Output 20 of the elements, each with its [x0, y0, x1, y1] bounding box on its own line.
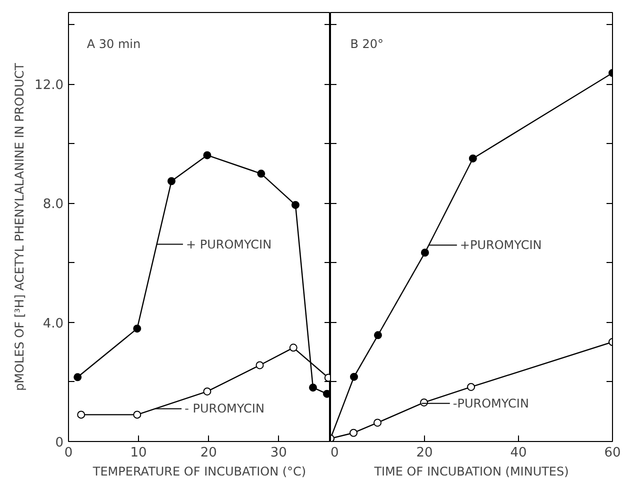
text: B 20°	[350, 37, 384, 52]
x-axis-title: TEMPERATURE OF INCUBATION (°C)	[92, 464, 306, 478]
x-tick-label: 20	[200, 446, 217, 460]
y-tick-label: 8.0	[42, 197, 64, 212]
annotation: +PUROMYCIN	[460, 238, 542, 252]
x-tick-label: 0	[330, 446, 339, 460]
x-tick-label: 60	[604, 446, 621, 460]
x-axis-title: TIME OF INCUBATION (MINUTES)	[373, 464, 569, 478]
y-axis-title: pMOLES OF [³H] ACETYL PHENYLALANINE IN PRODUCT	[12, 62, 27, 391]
annotation: -PUROMYCIN	[452, 396, 529, 410]
y-tick-label: 12.0	[34, 78, 64, 93]
x-tick-label: 40	[510, 446, 527, 460]
annotation: + PUROMYCIN	[186, 237, 272, 252]
y-tick-label: 0	[55, 436, 64, 450]
annotation: - PUROMYCIN	[184, 402, 264, 416]
x-tick-label: 30	[270, 446, 287, 460]
x-tick-label: 20	[416, 446, 433, 460]
y-tick-label: 4.0	[42, 316, 64, 332]
text: A 30 min	[86, 37, 141, 52]
x-tick-label: 10	[130, 446, 147, 460]
